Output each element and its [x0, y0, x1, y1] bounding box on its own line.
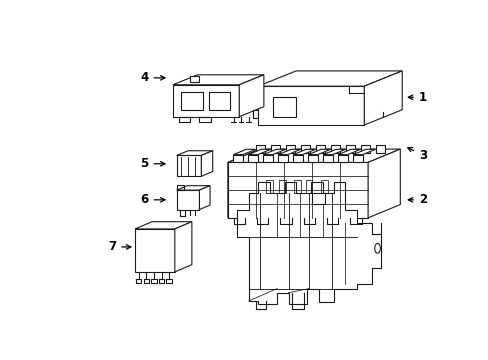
Polygon shape: [263, 149, 285, 155]
Polygon shape: [175, 222, 191, 272]
Polygon shape: [338, 155, 347, 162]
Polygon shape: [135, 229, 175, 272]
Polygon shape: [263, 155, 272, 162]
Polygon shape: [258, 86, 364, 125]
Text: 5: 5: [140, 157, 164, 170]
Bar: [273, 97, 296, 117]
Polygon shape: [338, 149, 360, 155]
Polygon shape: [278, 149, 300, 155]
Polygon shape: [270, 145, 280, 153]
Polygon shape: [227, 162, 367, 218]
Text: 3: 3: [407, 148, 426, 162]
Polygon shape: [239, 75, 264, 117]
Polygon shape: [176, 156, 201, 176]
Polygon shape: [323, 149, 345, 155]
Text: 4: 4: [140, 71, 164, 84]
Polygon shape: [176, 190, 199, 210]
Polygon shape: [201, 151, 212, 176]
Text: 1: 1: [407, 91, 426, 104]
Polygon shape: [173, 75, 264, 85]
Polygon shape: [278, 155, 287, 162]
Polygon shape: [323, 155, 332, 162]
Bar: [189, 76, 199, 82]
Polygon shape: [176, 186, 210, 190]
Polygon shape: [248, 155, 257, 162]
Polygon shape: [227, 149, 400, 162]
Polygon shape: [330, 145, 340, 153]
Polygon shape: [135, 222, 191, 229]
Polygon shape: [375, 145, 385, 153]
Bar: [180, 92, 203, 110]
Polygon shape: [352, 155, 362, 162]
Polygon shape: [300, 145, 310, 153]
Ellipse shape: [374, 243, 380, 253]
Polygon shape: [315, 145, 325, 153]
Polygon shape: [233, 149, 255, 155]
Polygon shape: [248, 149, 270, 155]
Polygon shape: [307, 149, 330, 155]
Polygon shape: [293, 155, 302, 162]
Bar: [311, 193, 325, 204]
Polygon shape: [345, 145, 354, 153]
Polygon shape: [227, 149, 260, 218]
Polygon shape: [237, 182, 381, 304]
Polygon shape: [293, 149, 315, 155]
Polygon shape: [173, 85, 239, 117]
Text: 2: 2: [407, 193, 426, 206]
Polygon shape: [199, 186, 210, 210]
Text: 6: 6: [140, 193, 164, 206]
Bar: [208, 92, 229, 110]
Polygon shape: [255, 145, 265, 153]
Polygon shape: [360, 145, 369, 153]
Polygon shape: [352, 149, 375, 155]
Polygon shape: [176, 151, 212, 156]
Polygon shape: [233, 155, 243, 162]
Polygon shape: [364, 71, 401, 125]
Text: 7: 7: [108, 240, 131, 253]
Polygon shape: [285, 145, 295, 153]
Polygon shape: [367, 149, 400, 218]
Polygon shape: [258, 71, 401, 86]
Polygon shape: [307, 155, 317, 162]
